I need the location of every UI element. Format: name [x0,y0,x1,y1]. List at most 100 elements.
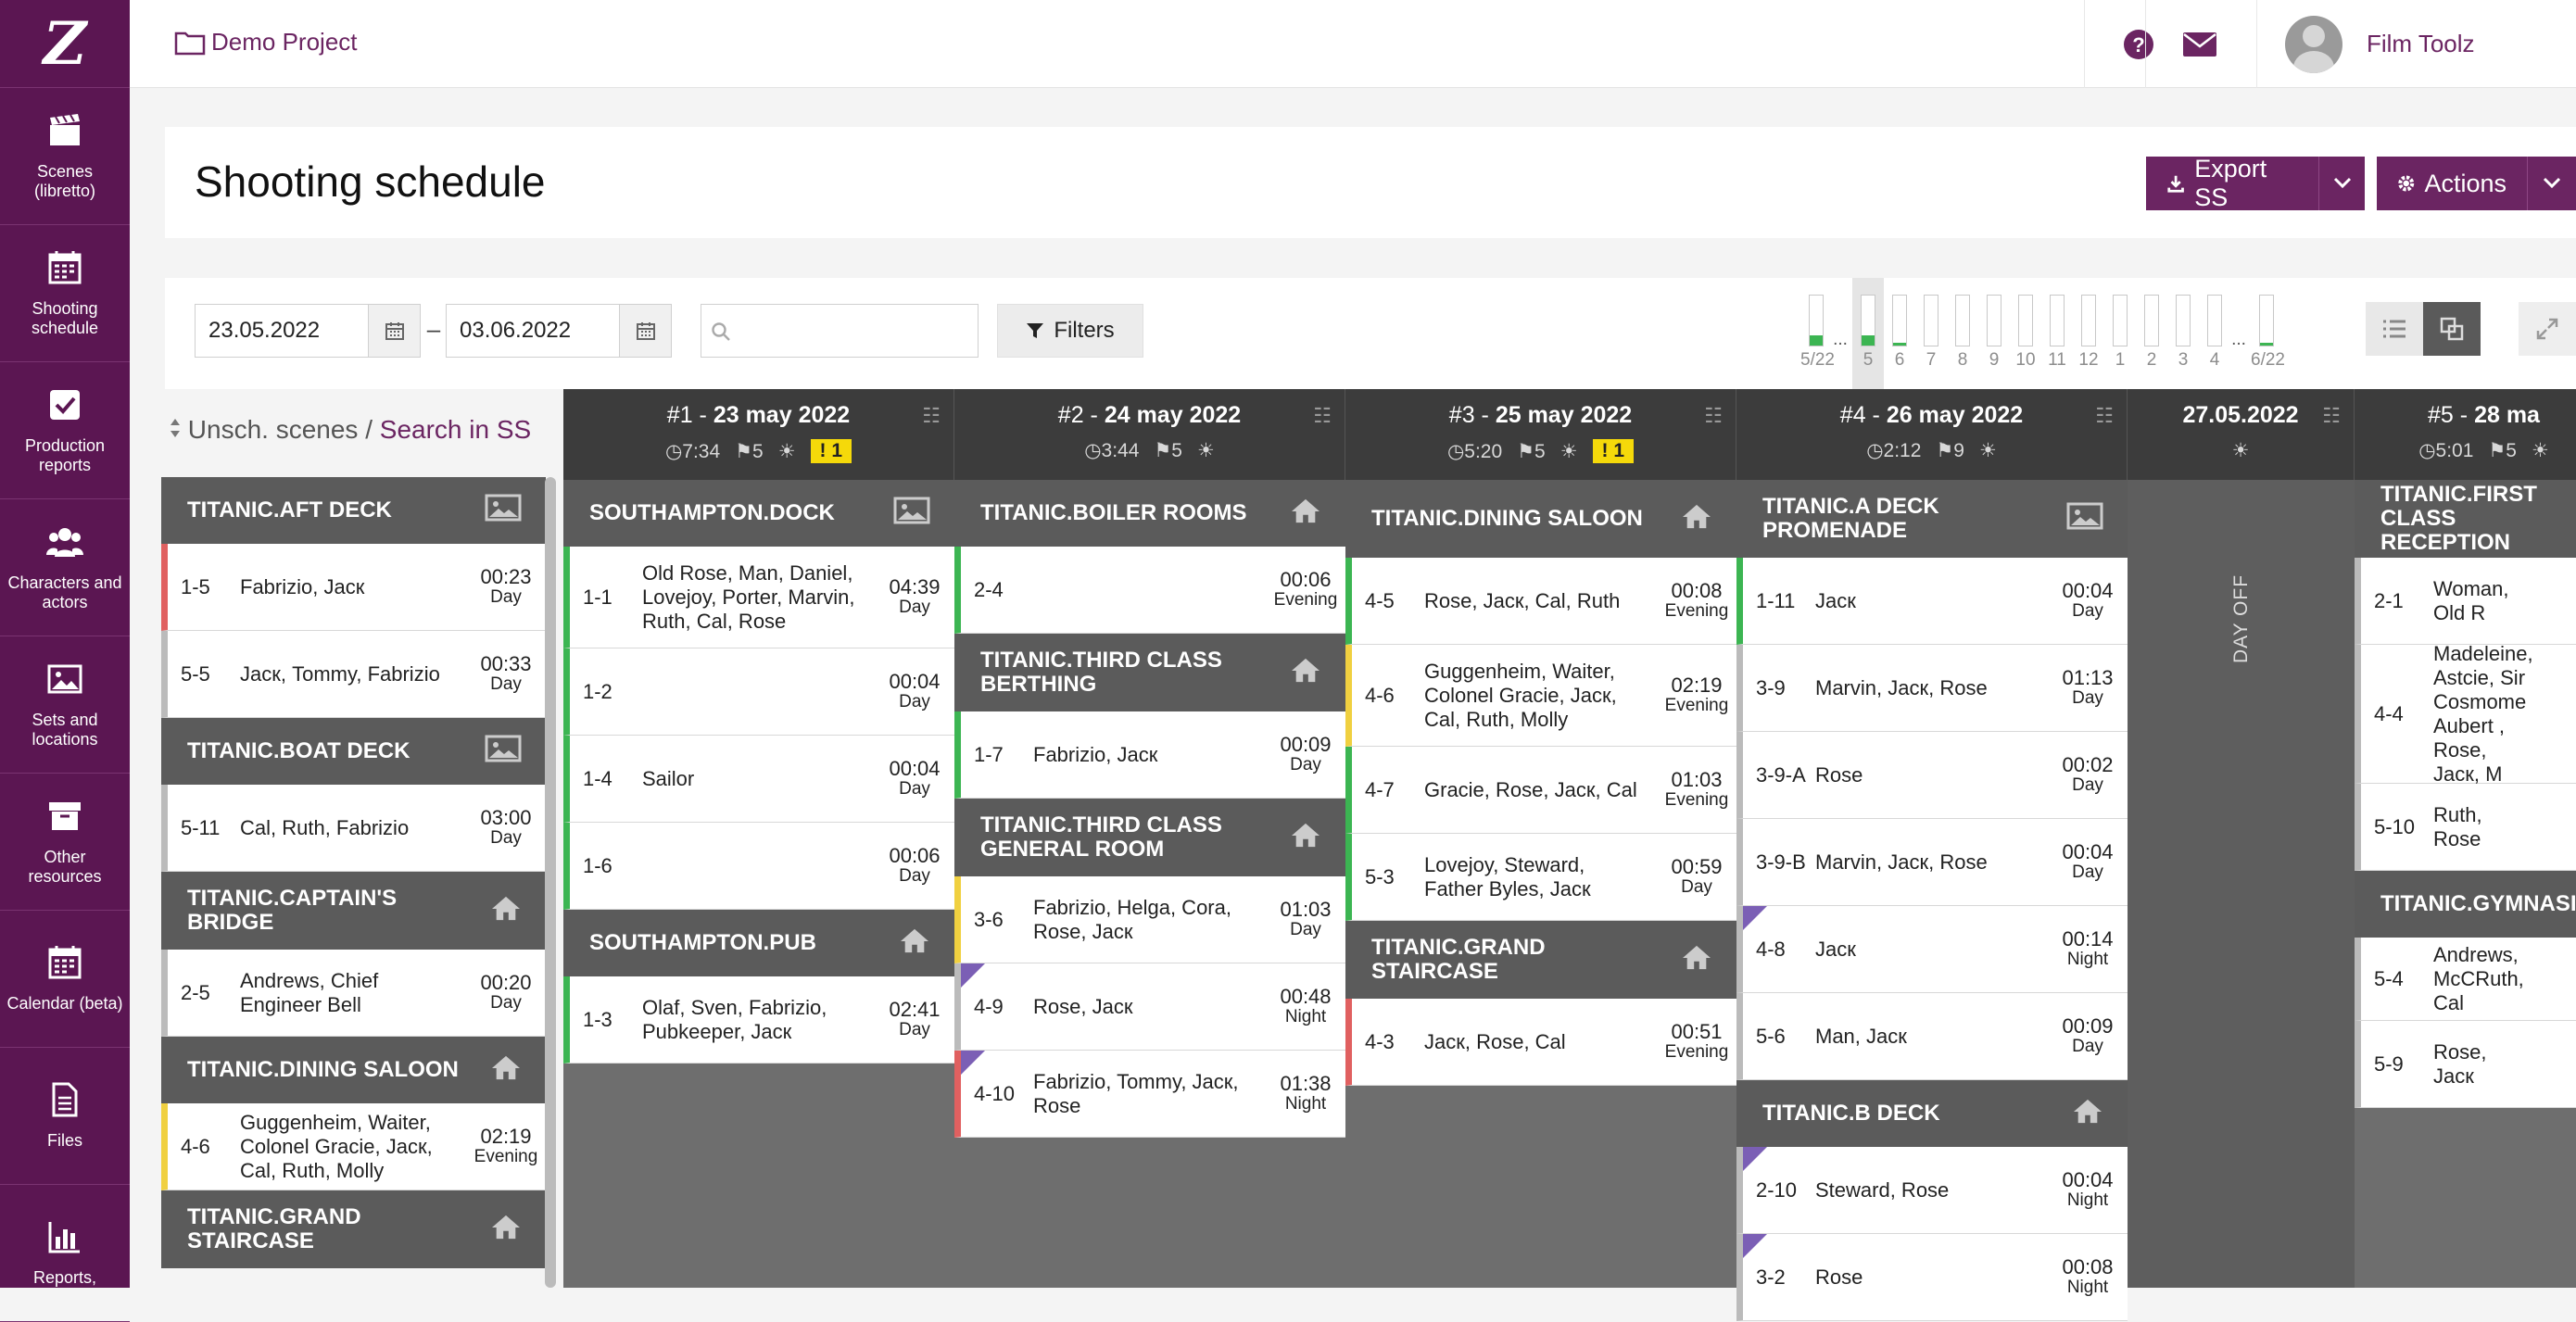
mini-day-11[interactable]: 2 [2136,278,2167,389]
scene-row[interactable]: 4-3 Jacк, Rose, Cal 00:51 Evening [1345,999,1736,1086]
warning-badge[interactable]: ! 1 [1592,439,1635,463]
scene-row[interactable]: 5-10 Ruth, Rose [2355,784,2576,871]
scene-row[interactable]: 3-2 Rose 00:08 Night [1736,1234,2128,1321]
actions-dropdown-button[interactable] [2527,157,2576,210]
set-header[interactable]: TITANIC.AFT DECK [161,477,546,544]
unscheduled-scenes-tab[interactable]: Unsch. scenes [187,415,359,444]
scene-row[interactable]: 5-11 Cal, Ruth, Fabrizio 03:00 Day [161,785,546,872]
set-header[interactable]: TITANIC.DINING SALOON [1345,480,1736,558]
scene-row[interactable]: 1-4 Sailor 00:04 Day [563,736,954,823]
scene-row[interactable]: 4-4 Madeleine, Astcie, Sir Cosmome Aubert… [2355,642,2576,786]
set-header[interactable]: TITANIC.THIRD CLASS GENERAL ROOM [954,799,1345,876]
date-from-field[interactable]: 23.05.2022 [195,304,421,358]
day-settings-icon[interactable]: ☷ [1313,404,1332,427]
set-header[interactable]: TITANIC.FIRST CLASS RECEPTION [2355,480,2576,558]
scene-row[interactable]: 5-5 Jacк, Tommy, Fabrizio 00:33 Day [161,631,546,718]
scene-row[interactable]: 5-6 Man, Jacк 00:09 Day [1736,993,2128,1080]
scene-row[interactable]: 5-4 Andrews, McCRuth, Cal [2355,938,2576,1021]
project-link[interactable]: Demo Project [174,28,358,57]
day-settings-icon[interactable]: ☷ [2322,404,2341,427]
scene-row[interactable]: 1-5 Fabrizio, Jacк 00:23 Day [161,544,546,631]
date-from-calendar-button[interactable] [368,305,420,357]
scene-row[interactable]: 5-3 Lovejoy, Steward, Father Byles, Jacк 0… [1345,834,1736,921]
messages-button[interactable] [2145,0,2253,88]
search-in-ss-tab[interactable]: Search in SS [379,415,532,444]
mini-day-9[interactable]: 12 [2073,278,2104,389]
sidebar-item-other-resources[interactable]: Other resources [0,774,130,911]
sidebar-item-scenes-libretto[interactable]: Scenes (libretto) [0,88,130,225]
day-settings-icon[interactable]: ☷ [1704,404,1723,427]
scene-row[interactable]: 3-9-A Rose 00:02 Day [1736,732,2128,819]
scene-row[interactable]: 5-9 Rose, Jacк [2355,1021,2576,1108]
mini-day-3[interactable]: 6 [1884,278,1915,389]
scene-row[interactable]: 4-7 Gracie, Rose, Jacк, Cal 01:03 Evening [1345,747,1736,834]
mini-day-0[interactable]: 5/22 [1800,278,1835,389]
mini-day-4[interactable]: 7 [1915,278,1947,389]
day-header[interactable]: #3 - 25 may 2022 ◷5:20 ⚑5 ☀! 1 ☷ [1345,389,1736,480]
scene-row[interactable]: 1-1 Old Rose, Man, Daniel, Lovejoy, Porte… [563,547,954,648]
scene-row[interactable]: 1-6 00:06 Day [563,823,954,910]
export-ss-button[interactable]: Export SS [2146,155,2318,211]
day-header[interactable]: #4 - 26 may 2022 ◷2:12 ⚑9 ☀ ☷ [1736,389,2128,480]
day-header[interactable]: #2 - 24 may 2022 ◷3:44 ⚑5 ☀ ☷ [954,389,1345,480]
scene-row[interactable]: 1-2 00:04 Day [563,648,954,736]
set-header[interactable]: TITANIC.GYMNASI [2355,871,2576,938]
scene-row[interactable]: 4-10 Fabrizio, Tommy, Jacк, Rose 01:38 Nigh… [954,1051,1345,1138]
set-header[interactable]: TITANIC.GRAND STAIRCASE [161,1190,546,1268]
board-view-button[interactable] [2423,302,2481,356]
export-dropdown-button[interactable] [2318,157,2365,210]
scene-row[interactable]: 2-4 00:06 Evening [954,547,1345,634]
sidebar-item-characters-and-actors[interactable]: Characters and actors [0,499,130,636]
fullscreen-button[interactable] [2519,302,2576,356]
date-to-calendar-button[interactable] [619,305,671,357]
set-header[interactable]: TITANIC.A DECK PROMENADE [1736,480,2128,558]
mini-day-7[interactable]: 10 [2010,278,2041,389]
mini-day-2[interactable]: 5 [1852,278,1884,389]
mini-day-15[interactable]: 6/22 [2251,278,2285,389]
scene-row[interactable]: 1-3 Olaf, Sven, Fabrizio, Pubkeeper, Jacк… [563,976,954,1064]
set-header[interactable]: TITANIC.CAPTAIN'S BRIDGE [161,872,546,950]
user-name[interactable]: Film Toolz [2367,30,2475,57]
search-input[interactable] [701,304,979,358]
left-scrollbar[interactable] [545,477,556,1288]
mini-day-13[interactable]: 4 [2199,278,2230,389]
day-settings-icon[interactable]: ☷ [2095,404,2114,427]
filters-button[interactable]: Filters [997,304,1143,358]
sidebar-item-production-reports[interactable]: Production reports [0,362,130,499]
sidebar-item-shooting-schedule[interactable]: Shooting schedule [0,225,130,362]
set-header[interactable]: TITANIC.THIRD CLASS BERTHING [954,634,1345,711]
set-header[interactable]: SOUTHAMPTON.DOCK [563,480,954,547]
scene-row[interactable]: 3-9 Marvin, Jacк, Rose 01:13 Day [1736,645,2128,732]
scene-row[interactable]: 3-9-B Marvin, Jacк, Rose 00:04 Day [1736,819,2128,906]
mini-day-10[interactable]: 1 [2104,278,2136,389]
scene-row[interactable]: 1-7 Fabrizio, Jacк 00:09 Day [954,711,1345,799]
sidebar-item-reports[interactable]: Reports, [0,1185,130,1322]
day-header[interactable]: #5 - 28 ma◷5:01⚑5☀☷ [2355,389,2576,480]
mini-day-6[interactable]: 9 [1978,278,2010,389]
warning-badge[interactable]: ! 1 [810,439,852,463]
actions-button[interactable]: Actions [2377,157,2527,210]
list-view-button[interactable] [2366,302,2423,356]
set-header[interactable]: TITANIC.B DECK [1736,1080,2128,1147]
set-header[interactable]: TITANIC.BOAT DECK [161,718,546,785]
sidebar-item-files[interactable]: Files [0,1048,130,1185]
set-header[interactable]: TITANIC.BOILER ROOMS [954,480,1345,547]
set-header[interactable]: SOUTHAMPTON.PUB [563,910,954,976]
mini-day-12[interactable]: 3 [2167,278,2199,389]
scene-row[interactable]: 2-1 Woman, Old R [2355,558,2576,645]
user-menu[interactable]: Film Toolz [2256,0,2562,88]
project-name[interactable]: Demo Project [211,28,358,56]
day-header[interactable]: #1 - 23 may 2022 ◷7:34 ⚑5 ☀! 1 ☷ [563,389,954,480]
sidebar-item-sets-and-locations[interactable]: Sets and locations [0,636,130,774]
scene-row[interactable]: 4-8 Jacк 00:14 Night [1736,906,2128,993]
day-settings-icon[interactable]: ☷ [922,404,941,427]
set-header[interactable]: TITANIC.GRAND STAIRCASE [1345,921,1736,999]
scene-row[interactable]: 2-5 Andrews, Chief Engineer Bell 00:20 Day [161,950,546,1037]
set-header[interactable]: TITANIC.DINING SALOON [161,1037,546,1103]
scene-row[interactable]: 4-6 Guggenheim, Waiter, Colonel Gracie, J… [161,1103,546,1190]
app-logo[interactable]: Z [0,0,130,88]
scene-row[interactable]: 4-5 Rose, Jacк, Cal, Ruth 00:08 Evening [1345,558,1736,645]
scene-row[interactable]: 3-6 Fabrizio, Helga, Cora, Rose, Jacк 01:0… [954,876,1345,963]
scene-row[interactable]: 1-11 Jacк 00:04 Day [1736,558,2128,645]
mini-day-8[interactable]: 11 [2041,278,2073,389]
